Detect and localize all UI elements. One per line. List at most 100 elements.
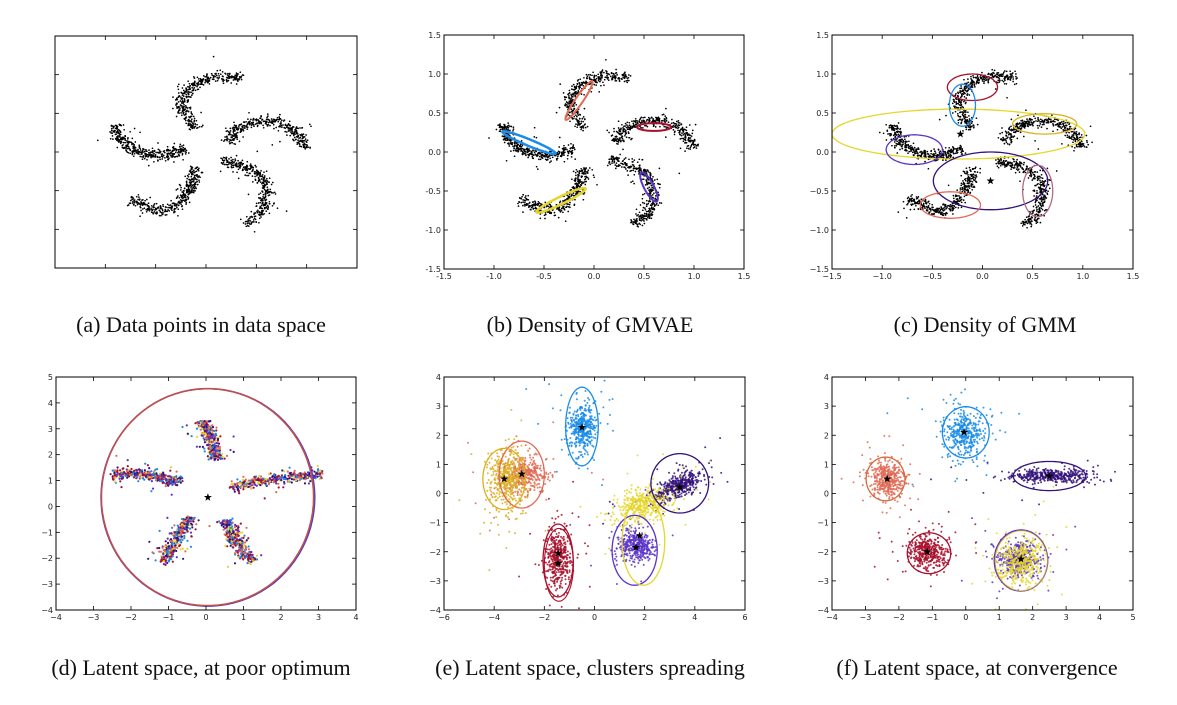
data-point xyxy=(187,193,190,196)
data-point xyxy=(626,170,629,172)
data-point xyxy=(156,156,159,159)
data-point xyxy=(581,175,584,178)
data-point xyxy=(960,93,963,96)
data-point xyxy=(961,118,964,121)
data-point xyxy=(960,87,963,90)
data-point xyxy=(262,209,264,212)
data-point xyxy=(255,166,257,168)
data-point xyxy=(242,129,245,131)
data-point xyxy=(1007,76,1010,79)
data-point xyxy=(962,112,964,115)
data-point xyxy=(959,118,962,121)
data-point xyxy=(574,198,576,201)
data-point xyxy=(189,126,192,128)
data-point xyxy=(684,150,686,152)
data-point xyxy=(276,116,279,119)
data-point xyxy=(273,191,276,194)
data-point xyxy=(566,148,568,151)
data-point xyxy=(181,94,184,97)
data-point xyxy=(978,81,980,84)
data-point xyxy=(969,123,971,126)
data-point xyxy=(576,115,578,118)
data-point xyxy=(534,203,536,205)
data-point xyxy=(283,126,286,129)
data-point xyxy=(183,84,185,86)
data-point xyxy=(120,137,122,140)
data-point xyxy=(262,213,264,216)
data-point xyxy=(628,158,630,161)
data-point xyxy=(238,163,240,166)
data-point xyxy=(679,138,682,140)
data-point xyxy=(293,131,296,133)
data-point xyxy=(1005,139,1007,142)
data-point xyxy=(670,122,673,125)
data-point xyxy=(557,153,560,155)
data-point xyxy=(1028,121,1031,124)
data-point xyxy=(196,76,199,79)
data-point xyxy=(996,73,999,76)
data-point xyxy=(664,121,667,124)
data-point xyxy=(600,77,603,79)
data-point xyxy=(251,122,254,125)
data-point xyxy=(1069,137,1072,139)
data-point xyxy=(671,118,673,121)
data-point xyxy=(1073,137,1076,140)
data-point xyxy=(246,222,249,225)
data-point xyxy=(575,103,578,106)
data-point xyxy=(646,125,649,128)
data-point xyxy=(112,131,115,133)
data-point xyxy=(1078,143,1081,146)
data-point xyxy=(139,205,142,208)
y-tick-label: 1.0 xyxy=(428,70,441,79)
data-point xyxy=(1017,169,1019,172)
data-point xyxy=(166,155,168,158)
data-point xyxy=(571,85,573,87)
data-point xyxy=(535,207,537,210)
data-point xyxy=(232,166,235,169)
data-point xyxy=(517,205,520,207)
x-tick-label: 1.5 xyxy=(738,272,751,281)
data-point xyxy=(177,208,180,211)
data-point xyxy=(111,132,114,134)
data-point xyxy=(570,142,572,145)
data-point xyxy=(639,122,642,124)
data-point xyxy=(582,181,584,183)
data-point xyxy=(1086,141,1088,144)
data-point xyxy=(185,122,188,125)
data-point xyxy=(650,188,652,190)
data-point xyxy=(549,206,551,209)
data-point xyxy=(267,121,270,124)
data-point xyxy=(647,215,650,218)
data-point xyxy=(611,78,613,81)
data-point xyxy=(246,126,249,129)
data-point xyxy=(562,205,564,208)
data-point xyxy=(967,126,970,128)
data-point xyxy=(517,202,519,205)
data-point xyxy=(567,210,570,213)
data-point xyxy=(115,133,118,136)
data-point xyxy=(1079,141,1081,144)
data-point xyxy=(544,217,546,220)
data-point xyxy=(197,88,200,91)
data-point xyxy=(1009,79,1012,81)
data-point xyxy=(258,217,261,220)
data-point xyxy=(1002,138,1005,141)
data-point xyxy=(189,169,192,171)
data-point xyxy=(250,126,253,129)
data-point xyxy=(236,129,239,131)
data-point xyxy=(152,212,155,215)
data-point xyxy=(127,140,129,143)
data-point xyxy=(1043,209,1046,212)
data-point xyxy=(510,150,512,152)
data-point xyxy=(962,130,964,132)
data-point xyxy=(1073,128,1076,131)
data-point xyxy=(194,182,196,185)
data-point xyxy=(174,207,177,210)
data-point xyxy=(643,192,646,195)
data-point xyxy=(180,102,183,104)
data-point xyxy=(153,160,155,163)
data-point xyxy=(188,96,191,98)
data-point xyxy=(184,153,187,155)
data-point xyxy=(289,124,292,127)
data-point xyxy=(269,190,272,193)
